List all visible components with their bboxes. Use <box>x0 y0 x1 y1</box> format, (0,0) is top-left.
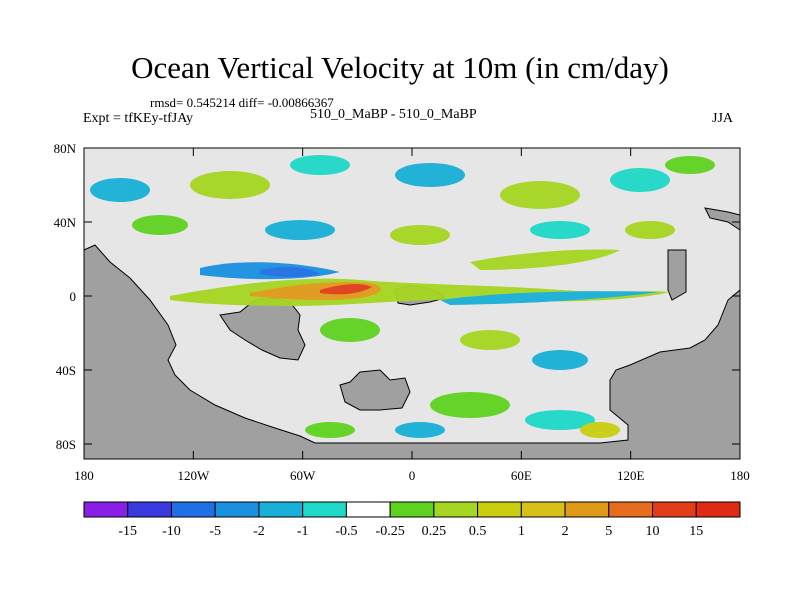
y-axis: 80N 40N 0 40S 80S <box>54 141 740 452</box>
colorbar-swatch <box>652 501 697 518</box>
north-blob-7 <box>665 156 715 174</box>
rmsd-diff-stats: rmsd= 0.545214 diff= -0.00866367 <box>150 95 334 110</box>
equatorial-core-hot <box>320 284 372 295</box>
colorbar-swatch <box>520 501 566 518</box>
equatorial-downwelling-2 <box>260 267 320 278</box>
colorbar-label: 0.25 <box>422 524 447 539</box>
colorbar-swatch <box>83 501 129 518</box>
south-blob-1 <box>320 318 380 342</box>
north-blob-10 <box>390 225 450 245</box>
colorbar-label: -2 <box>253 524 265 539</box>
colorbar-swatch <box>695 501 741 518</box>
north-blob-4 <box>395 163 465 187</box>
colorbar-label: 1 <box>518 524 525 539</box>
south-blob-2 <box>460 330 520 350</box>
y-tick-label: 40S <box>56 363 76 378</box>
colorbar-swatch <box>214 501 260 518</box>
experiment-label: Expt = tfKEy-tfJAy <box>83 111 194 126</box>
colorbar-swatch <box>302 501 347 518</box>
colorbar-label: 10 <box>646 524 660 539</box>
colorbar-label: -5 <box>209 524 221 539</box>
land-middle <box>339 369 411 411</box>
x-axis: 180 120W 60W 0 60E 120E 180 <box>74 148 750 483</box>
south-blob-6 <box>395 422 445 438</box>
x-tick-label: 120W <box>177 468 210 483</box>
season-label: JJA <box>712 111 734 126</box>
x-tick-label: 60E <box>511 468 532 483</box>
colorbar-label: 0.5 <box>469 524 487 539</box>
colorbar-label: -0.5 <box>335 524 357 539</box>
colorbar-label: -1 <box>297 524 309 539</box>
colorbar-label: 5 <box>605 524 612 539</box>
colorbar-swatch <box>608 501 654 518</box>
y-tick-label: 40N <box>54 215 77 230</box>
land-masses <box>83 207 741 460</box>
north-blob-1 <box>90 178 150 202</box>
south-blob-8 <box>580 422 620 438</box>
colorbar-swatch <box>433 501 479 518</box>
colorbar-label: -0.25 <box>376 524 405 539</box>
south-blob-4 <box>430 392 510 418</box>
colorbar-swatch <box>170 501 216 518</box>
north-blob-9 <box>265 220 335 240</box>
colorbar-swatch <box>389 501 435 518</box>
y-tick-label: 80S <box>56 437 76 452</box>
colorbar-swatch <box>564 501 610 518</box>
chart-title: Ocean Vertical Velocity at 10m (in cm/da… <box>131 50 669 85</box>
colorbar-swatch <box>127 501 172 518</box>
north-blob-12 <box>625 221 675 239</box>
colorbar-swatch <box>345 501 391 518</box>
land-east-strip <box>667 249 687 301</box>
colorbar-label: 15 <box>689 524 703 539</box>
north-blob-8 <box>132 215 188 235</box>
colorbar-label: -15 <box>118 524 137 539</box>
north-blob-2 <box>190 171 270 199</box>
colorbar-swatch <box>258 501 304 518</box>
south-blob-5 <box>525 410 595 430</box>
x-tick-label: 180 <box>74 468 94 483</box>
x-tick-label: 120E <box>617 468 645 483</box>
south-blob-3 <box>532 350 588 370</box>
y-tick-label: 80N <box>54 141 77 156</box>
y-tick-label: 0 <box>70 289 77 304</box>
velocity-features <box>90 155 715 438</box>
case-label: 510_0_MaBP - 510_0_MaBP <box>310 107 477 122</box>
north-blob-5 <box>500 181 580 209</box>
colorbar-label: -10 <box>162 524 181 539</box>
colorbar-swatch <box>477 501 522 518</box>
north-blob-11 <box>530 221 590 239</box>
south-blob-7 <box>305 422 355 438</box>
land-west <box>83 244 741 460</box>
colorbar: -15 -10 -5 -2 -1 -0.5 -0.25 0.25 0.5 1 2 5 10 15 <box>83 501 741 539</box>
north-blob-3 <box>290 155 350 175</box>
colorbar-label: 2 <box>562 524 569 539</box>
eastern-downwelling-band <box>440 291 660 305</box>
north-blob-6 <box>610 168 670 192</box>
x-tick-label: 60W <box>290 468 316 483</box>
x-tick-label: 180 <box>730 468 750 483</box>
x-tick-label: 0 <box>409 468 416 483</box>
eastern-upwelling-band <box>470 249 620 270</box>
